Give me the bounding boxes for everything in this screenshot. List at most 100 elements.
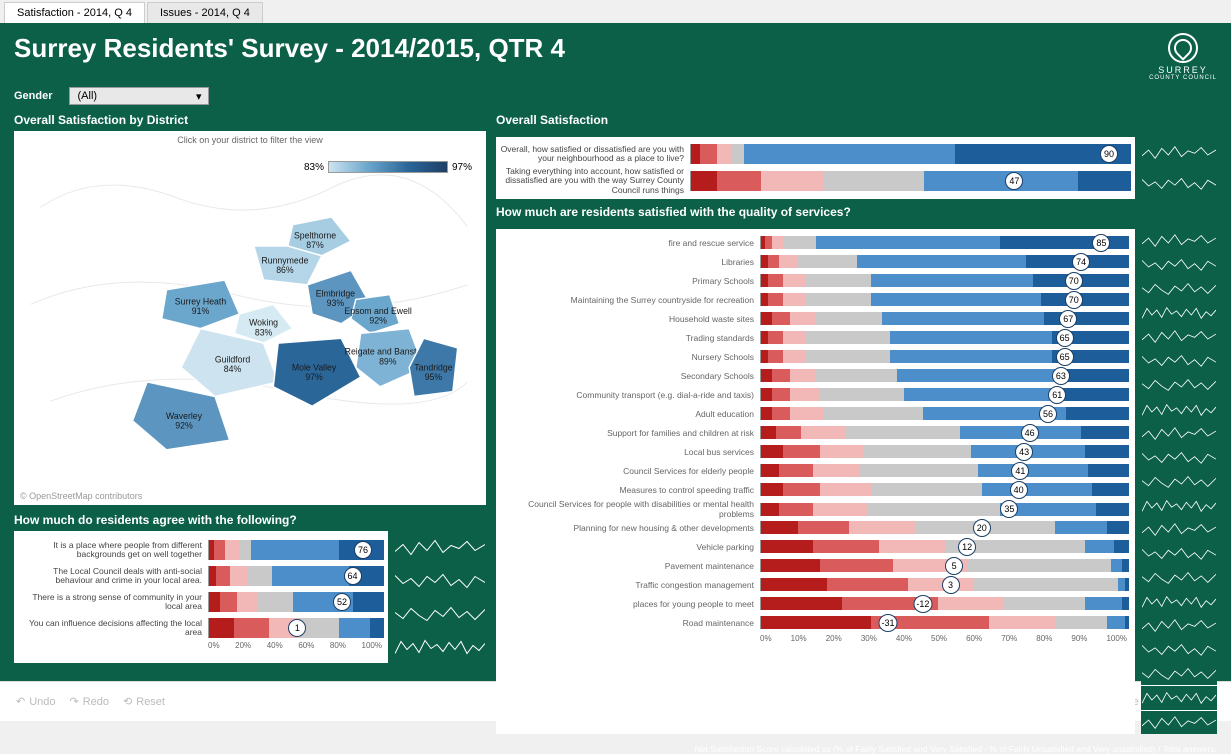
sparkline <box>1141 349 1217 372</box>
net-score-marker: 65 <box>1056 348 1074 366</box>
sparkline <box>1141 494 1217 517</box>
chart-row: Secondary Schools63 <box>500 366 1129 385</box>
chart-row: Primary Schools70 <box>500 271 1129 290</box>
sparkline <box>394 597 486 630</box>
agree-chart: It is a place where people from differen… <box>14 531 388 663</box>
services-title: How much are residents satisfied with th… <box>496 205 1217 219</box>
gender-filter-select[interactable]: (All) <box>69 87 209 105</box>
district-map: Click on your district to filter the vie… <box>14 131 486 505</box>
sparkline <box>1141 422 1217 445</box>
chart-row: Traffic congestion management3 <box>500 575 1129 594</box>
chart-row: It is a place where people from differen… <box>18 537 384 563</box>
sparkline <box>1141 137 1217 168</box>
net-score-marker: 67 <box>1059 310 1077 328</box>
gender-filter-label: Gender <box>14 90 53 102</box>
chart-row: fire and rescue service85 <box>500 233 1129 252</box>
footnote: Net Satisfaction Score calculated as (% … <box>496 744 1217 754</box>
net-score-marker: 63 <box>1052 367 1070 385</box>
net-score-marker: 70 <box>1065 291 1083 309</box>
chart-row: Council Services for people with disabil… <box>500 499 1129 518</box>
chart-row: You can influence decisions affecting th… <box>18 615 384 641</box>
net-score-marker: 5 <box>945 557 963 575</box>
net-score-marker: 12 <box>958 538 976 556</box>
chart-row: Libraries74 <box>500 252 1129 271</box>
tabs: Satisfaction - 2014, Q 4Issues - 2014, Q… <box>0 0 1231 23</box>
net-score-marker: 74 <box>1072 253 1090 271</box>
net-score-marker: 85 <box>1092 234 1110 252</box>
agree-title: How much do residents agree with the fol… <box>14 513 486 527</box>
net-score-marker: 46 <box>1021 424 1039 442</box>
net-score-marker: 56 <box>1039 405 1057 423</box>
overall-chart: Overall, how satisfied or dissatisfied a… <box>496 137 1135 199</box>
sparkline <box>1141 518 1217 541</box>
net-score-marker: 43 <box>1015 443 1033 461</box>
overall-title: Overall Satisfaction <box>496 113 1217 127</box>
sparkline <box>1141 168 1217 199</box>
chart-row: Taking everything into account, how sati… <box>500 167 1131 193</box>
chart-row: Pavement maintenance5 <box>500 556 1129 575</box>
agree-sparklines <box>394 531 486 663</box>
net-score-marker: 70 <box>1065 272 1083 290</box>
net-score-marker: 64 <box>344 567 362 585</box>
sparkline <box>1141 277 1217 300</box>
overall-sparklines <box>1141 137 1217 199</box>
net-score-marker: 47 <box>1005 172 1023 190</box>
sparkline <box>1141 398 1217 421</box>
chart-row: Overall, how satisfied or dissatisfied a… <box>500 141 1131 167</box>
chart-row: Measures to control speeding traffic40 <box>500 480 1129 499</box>
chart-row: Support for families and children at ris… <box>500 423 1129 442</box>
sparkline <box>394 564 486 597</box>
sparkline <box>1141 470 1217 493</box>
net-score-marker: -31 <box>878 614 897 632</box>
map-title: Overall Satisfaction by District <box>14 113 486 127</box>
sparkline <box>394 531 486 564</box>
chart-row: Road maintenance-31 <box>500 613 1129 632</box>
logo-icon <box>1168 33 1198 63</box>
tab[interactable]: Satisfaction - 2014, Q 4 <box>4 2 145 23</box>
sparkline <box>1141 686 1217 709</box>
sparkline <box>1141 301 1217 324</box>
net-score-marker: 65 <box>1056 329 1074 347</box>
net-score-marker: 61 <box>1048 386 1066 404</box>
chart-row: The Local Council deals with anti-social… <box>18 563 384 589</box>
net-score-marker: 35 <box>1000 500 1018 518</box>
chart-row: Council Services for elderly people41 <box>500 461 1129 480</box>
sparkline <box>1141 711 1217 734</box>
chart-row: Planning for new housing & other develop… <box>500 518 1129 537</box>
sparkline <box>1141 590 1217 613</box>
sparkline <box>1141 373 1217 396</box>
net-score-marker: 52 <box>333 593 351 611</box>
net-score-marker: 1 <box>288 619 306 637</box>
sparkline <box>1141 638 1217 661</box>
net-score-marker: 20 <box>973 519 991 537</box>
page-title: Surrey Residents' Survey - 2014/2015, QT… <box>14 33 565 64</box>
net-score-marker: 40 <box>1010 481 1028 499</box>
sparkline <box>1141 325 1217 348</box>
sparkline <box>394 630 486 663</box>
chart-row: There is a strong sense of community in … <box>18 589 384 615</box>
sparkline <box>1141 662 1217 685</box>
sparkline <box>1141 253 1217 276</box>
net-score-marker: 3 <box>942 576 960 594</box>
tab[interactable]: Issues - 2014, Q 4 <box>147 2 263 23</box>
surrey-logo: SURREY COUNTY COUNCIL <box>1149 33 1217 81</box>
chart-row: Nursery Schools65 <box>500 347 1129 366</box>
services-chart: fire and rescue service85Libraries74Prim… <box>496 229 1135 734</box>
net-score-marker: 76 <box>354 541 372 559</box>
chart-row: Household waste sites67 <box>500 309 1129 328</box>
chart-row: places for young people to meet-12 <box>500 594 1129 613</box>
chart-row: Vehicle parking12 <box>500 537 1129 556</box>
net-score-marker: 41 <box>1011 462 1029 480</box>
sparkline <box>1141 614 1217 637</box>
svg-text:Epsom and Ewell92%: Epsom and Ewell92% <box>344 306 411 326</box>
sparkline <box>1141 542 1217 565</box>
chart-row: Community transport (e.g. dial-a-ride an… <box>500 385 1129 404</box>
net-score-marker: -12 <box>913 595 932 613</box>
sparkline <box>1141 446 1217 469</box>
chart-row: Adult education56 <box>500 404 1129 423</box>
chart-row: Maintaining the Surrey countryside for r… <box>500 290 1129 309</box>
services-sparklines <box>1141 229 1217 734</box>
dashboard: Surrey Residents' Survey - 2014/2015, QT… <box>0 23 1231 681</box>
net-score-marker: 90 <box>1100 145 1118 163</box>
sparkline <box>1141 566 1217 589</box>
